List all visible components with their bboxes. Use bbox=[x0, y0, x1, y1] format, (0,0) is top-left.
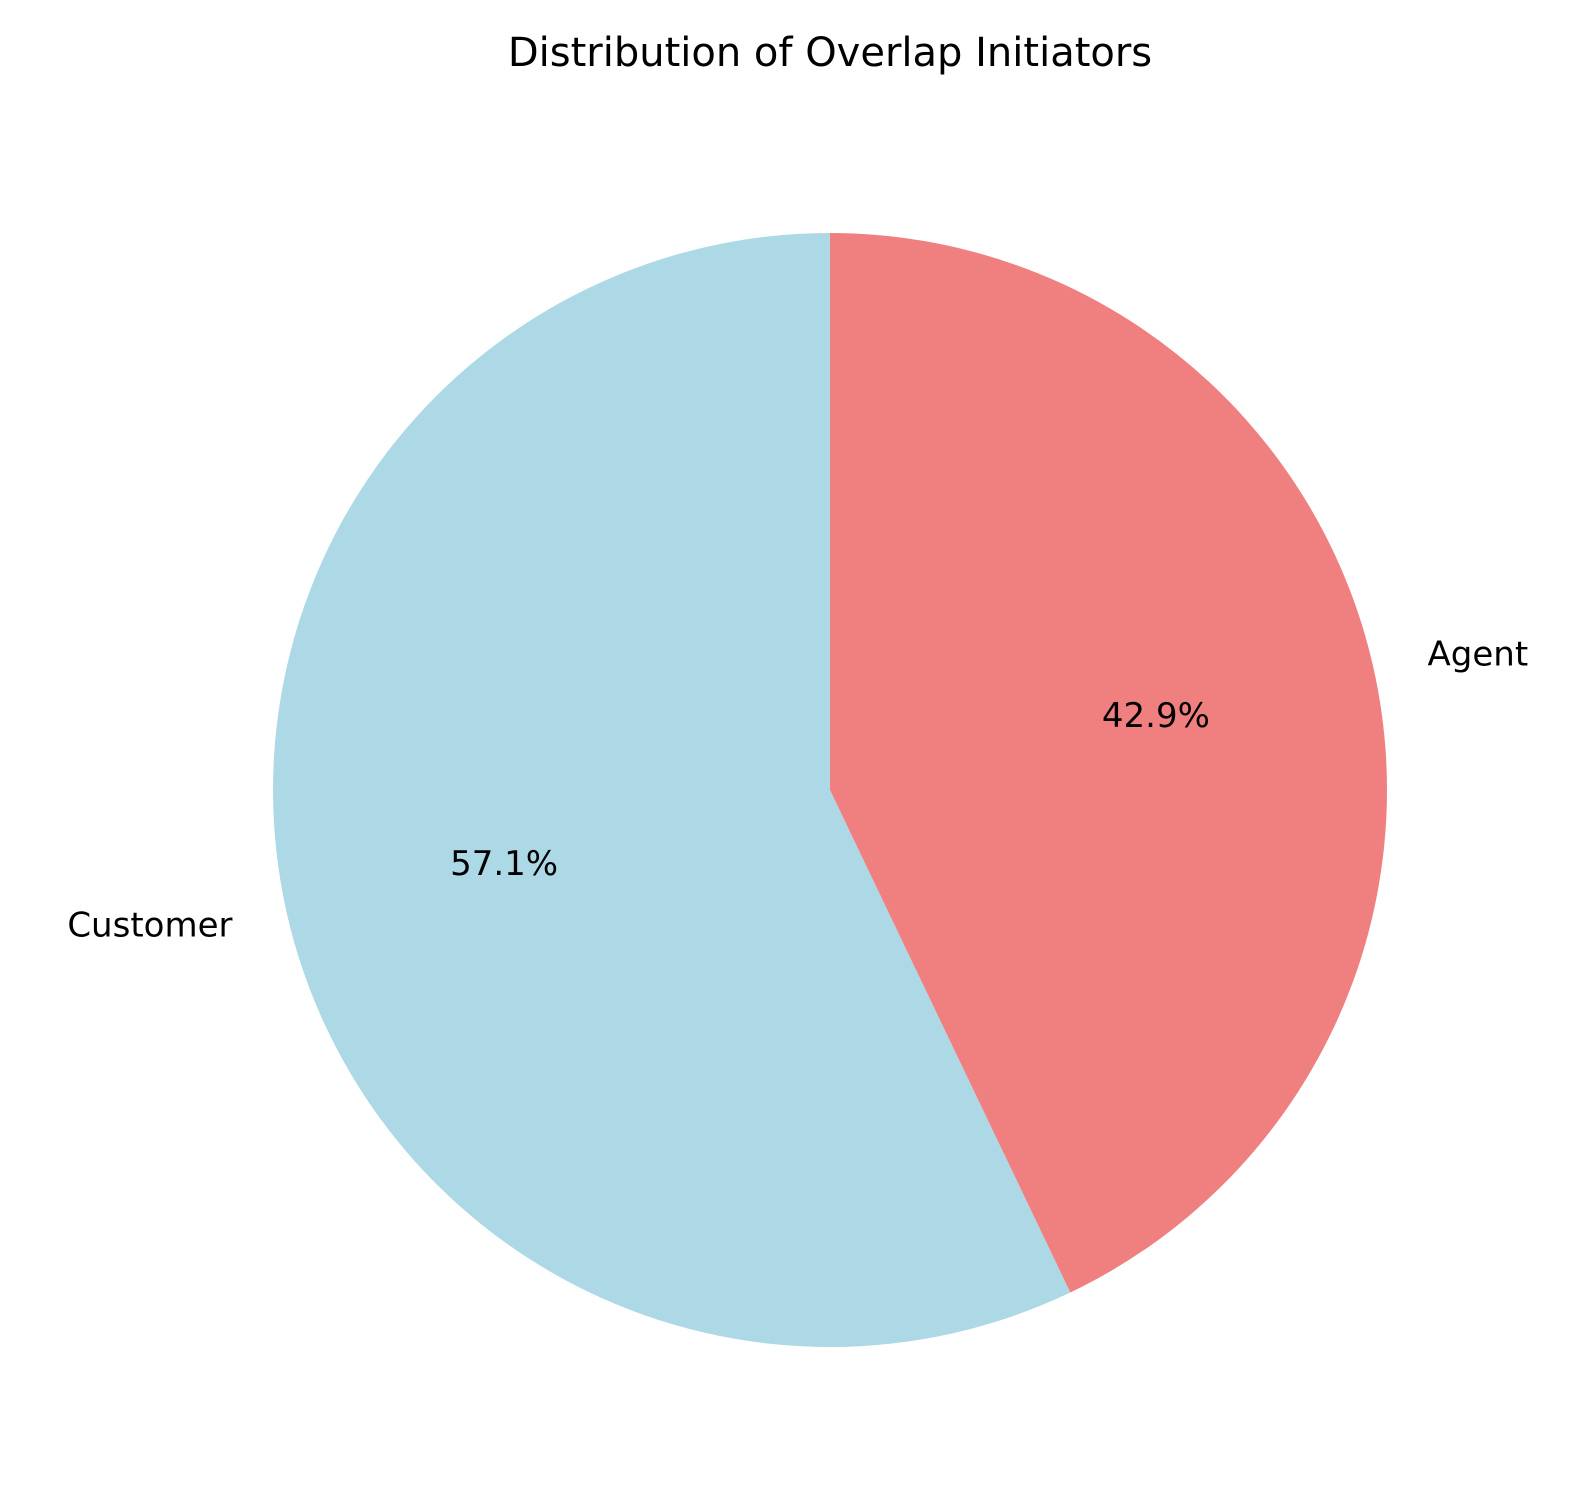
pie-slice-agent bbox=[830, 233, 1388, 1293]
slice-percentage-agent: 42.9% bbox=[1102, 696, 1210, 736]
slice-label-customer: Customer bbox=[67, 906, 232, 946]
slice-percentage-customer: 57.1% bbox=[450, 844, 558, 884]
pie-slice-customer bbox=[273, 233, 1071, 1347]
slice-label-agent: Agent bbox=[1428, 634, 1529, 674]
chart-title: Distribution of Overlap Initiators bbox=[508, 30, 1152, 76]
slices-layer bbox=[273, 233, 1388, 1347]
labels-layer: Customer 57.1% Agent 42.9% bbox=[67, 634, 1528, 945]
